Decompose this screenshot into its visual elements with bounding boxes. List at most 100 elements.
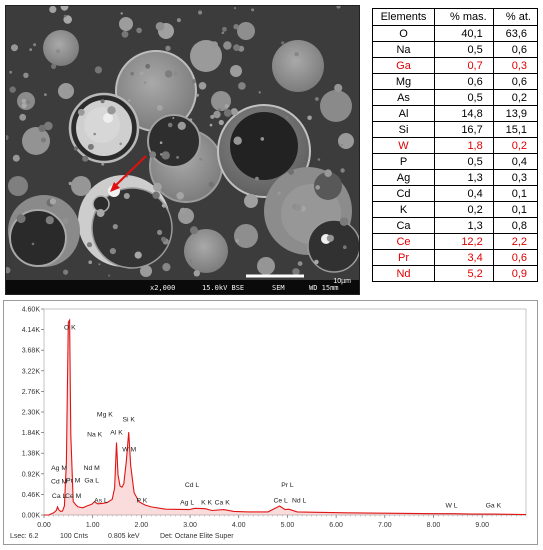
cell-mass-percent: 0,5 (434, 41, 494, 58)
table-row: Ga 0,7 0,3 (372, 57, 539, 74)
cell-element: W (372, 137, 435, 154)
sem-particle (297, 261, 303, 266)
table-header-row: Elements % mas. % at. (372, 8, 539, 26)
eds-spectrum-chart: 0.00K 0.46K 0.92K 1.38K 1.84K 2.30K 2.76K 3.22K… (22, 307, 527, 529)
sem-particle (176, 18, 181, 23)
sem-particle (255, 176, 259, 181)
sem-particle (19, 113, 27, 121)
table-row: Cd 0,4 0,1 (372, 185, 539, 202)
sem-particle (307, 115, 312, 121)
sem-particle (167, 122, 173, 128)
peak-label: Nd L (292, 497, 307, 504)
peak-label: Al K (110, 429, 123, 436)
peak-label: Nd M (84, 465, 101, 472)
sem-particle (162, 263, 171, 272)
sem-particle (157, 229, 163, 235)
sem-particle (12, 154, 20, 162)
sem-particle (26, 100, 31, 104)
sem-particle (172, 117, 175, 119)
sem-particle (44, 121, 53, 131)
sem-particle (45, 216, 54, 225)
cell-atomic-percent: 0,2 (492, 137, 539, 154)
sem-particle (44, 93, 47, 96)
sem-particle (130, 71, 134, 76)
x-tick-label: 1.00 (86, 522, 100, 529)
sem-particle (314, 259, 319, 265)
sem-particle (100, 99, 105, 104)
cell-atomic-percent: 15,1 (492, 121, 539, 138)
sem-particle (199, 157, 203, 161)
sem-particle (160, 153, 163, 156)
x-tick-label: 6.00 (329, 522, 343, 529)
sem-particle (121, 30, 129, 38)
peak-label: Ag L (180, 499, 194, 506)
table-row: K 0,2 0,1 (372, 201, 539, 218)
sem-particle (63, 14, 67, 18)
sem-particle (63, 15, 72, 24)
cell-atomic-percent: 13,9 (492, 105, 539, 122)
sem-particle (213, 110, 221, 119)
sem-particle (73, 146, 79, 151)
sem-particle (11, 44, 18, 52)
sem-particle (251, 8, 255, 12)
sem-particle (112, 224, 118, 230)
sem-working-distance: WD 15mm (309, 284, 339, 292)
cell-element: K (372, 201, 435, 218)
x-tick-label: 3.00 (183, 522, 197, 529)
sem-particle (107, 106, 116, 115)
cell-element: As (372, 89, 435, 106)
sem-particle (134, 251, 142, 259)
cell-atomic-percent: 2,2 (492, 233, 539, 250)
sem-particle (139, 71, 144, 76)
sem-particle (9, 86, 16, 93)
sem-particle (123, 193, 130, 199)
spectrum-line (44, 318, 527, 516)
sem-particle (223, 41, 232, 50)
peak-label: P K (136, 497, 147, 504)
sem-magnification: x2,000 (150, 284, 176, 292)
sem-particle (340, 143, 343, 146)
element-composition-table: Elements % mas. % at. O 40,1 63,6 Na 0,5 0,6 G… (372, 8, 539, 282)
sem-particle (161, 203, 167, 208)
table-row: Pr 3,4 0,6 (372, 249, 539, 266)
sem-particle (21, 98, 26, 104)
sem-particle (233, 136, 242, 145)
sem-particle (238, 82, 246, 90)
sem-particle (288, 169, 294, 175)
cell-element: P (372, 153, 435, 170)
sem-particle (77, 108, 85, 116)
sem-particle (51, 63, 57, 69)
peak-label: Pr M (66, 477, 81, 484)
sem-scale-label: 10µm (333, 278, 351, 285)
sem-particle (336, 6, 341, 9)
sem-particle (294, 52, 299, 57)
sem-particle (165, 70, 173, 78)
cell-element: Al (372, 105, 435, 122)
sem-particle (29, 48, 32, 51)
peak-label: Pr L (281, 482, 294, 489)
cell-mass-percent: 1,3 (434, 169, 494, 186)
sem-particle (176, 156, 180, 159)
cell-mass-percent: 0,5 (434, 89, 494, 106)
sem-particle (233, 24, 239, 30)
cell-element: Si (372, 121, 435, 138)
sem-particle (145, 63, 151, 69)
cell-mass-percent: 12,2 (434, 233, 494, 250)
sem-particle (260, 137, 265, 141)
sem-particle (161, 151, 170, 160)
peak-label: W L (445, 502, 457, 509)
peak-label: Cd M (51, 479, 68, 486)
table-row: W 1,8 0,2 (372, 137, 539, 154)
cell-mass-percent: 3,4 (434, 249, 494, 266)
sem-particle (127, 99, 131, 102)
cell-atomic-percent: 63,6 (492, 25, 539, 42)
y-tick-label: 4.14K (22, 327, 41, 334)
sem-particle (235, 239, 239, 243)
footer-lsec: Lsec: 6.2 (10, 533, 39, 540)
sem-image (6, 6, 359, 294)
sem-particle (189, 118, 193, 122)
x-tick-label: 5.00 (281, 522, 295, 529)
sem-particle (82, 155, 89, 162)
sem-particle (60, 6, 69, 11)
cell-element: Ce (372, 233, 435, 250)
